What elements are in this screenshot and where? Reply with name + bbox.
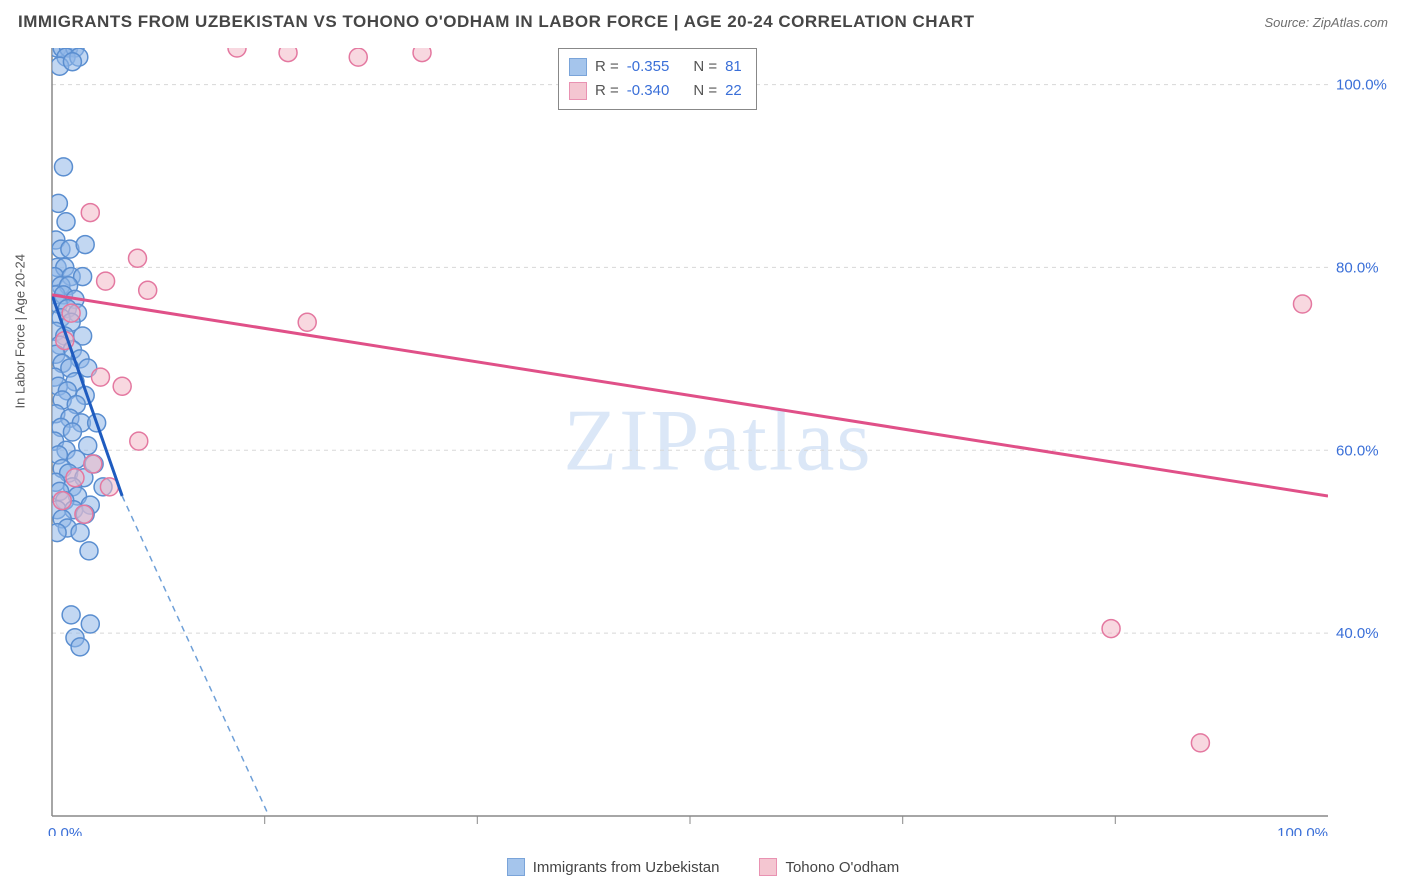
source-attribution: Source: ZipAtlas.com <box>1264 15 1388 30</box>
bottom-legend: Immigrants from Uzbekistan Tohono O'odha… <box>0 858 1406 876</box>
legend-label-series1: Immigrants from Uzbekistan <box>533 859 720 876</box>
legend-label-series2: Tohono O'odham <box>785 859 899 876</box>
n-label: N = <box>693 55 717 79</box>
svg-text:0.0%: 0.0% <box>48 825 82 836</box>
stat-row-series1: R = -0.355 N = 81 <box>569 55 742 79</box>
swatch-series2 <box>759 858 777 876</box>
swatch-series1 <box>569 58 587 76</box>
r-label: R = <box>595 79 619 103</box>
y-axis-title: In Labor Force | Age 20-24 <box>13 254 28 408</box>
n-label: N = <box>693 79 717 103</box>
r-value-series1: -0.355 <box>627 55 670 79</box>
stat-row-series2: R = -0.340 N = 22 <box>569 79 742 103</box>
svg-text:100.0%: 100.0% <box>1336 77 1387 94</box>
legend-item-series2: Tohono O'odham <box>759 858 899 876</box>
n-value-series1: 81 <box>725 55 742 79</box>
swatch-series1 <box>507 858 525 876</box>
swatch-series2 <box>569 82 587 100</box>
chart-header: IMMIGRANTS FROM UZBEKISTAN VS TOHONO O'O… <box>0 0 1406 40</box>
n-value-series2: 22 <box>725 79 742 103</box>
r-label: R = <box>595 55 619 79</box>
svg-text:40.0%: 40.0% <box>1336 625 1379 642</box>
svg-text:100.0%: 100.0% <box>1277 825 1328 836</box>
r-value-series2: -0.340 <box>627 79 670 103</box>
correlation-stats-box: R = -0.355 N = 81 R = -0.340 N = 22 <box>558 48 757 110</box>
scatter-plot: 40.0% 60.0% 80.0% 100.0% 0.0% 100.0% <box>48 46 1388 836</box>
svg-text:60.0%: 60.0% <box>1336 442 1379 459</box>
legend-item-series1: Immigrants from Uzbekistan <box>507 858 720 876</box>
chart-area: In Labor Force | Age 20-24 ZIPatlas 40.0… <box>48 46 1388 836</box>
chart-title: IMMIGRANTS FROM UZBEKISTAN VS TOHONO O'O… <box>18 12 975 32</box>
svg-text:80.0%: 80.0% <box>1336 259 1379 276</box>
